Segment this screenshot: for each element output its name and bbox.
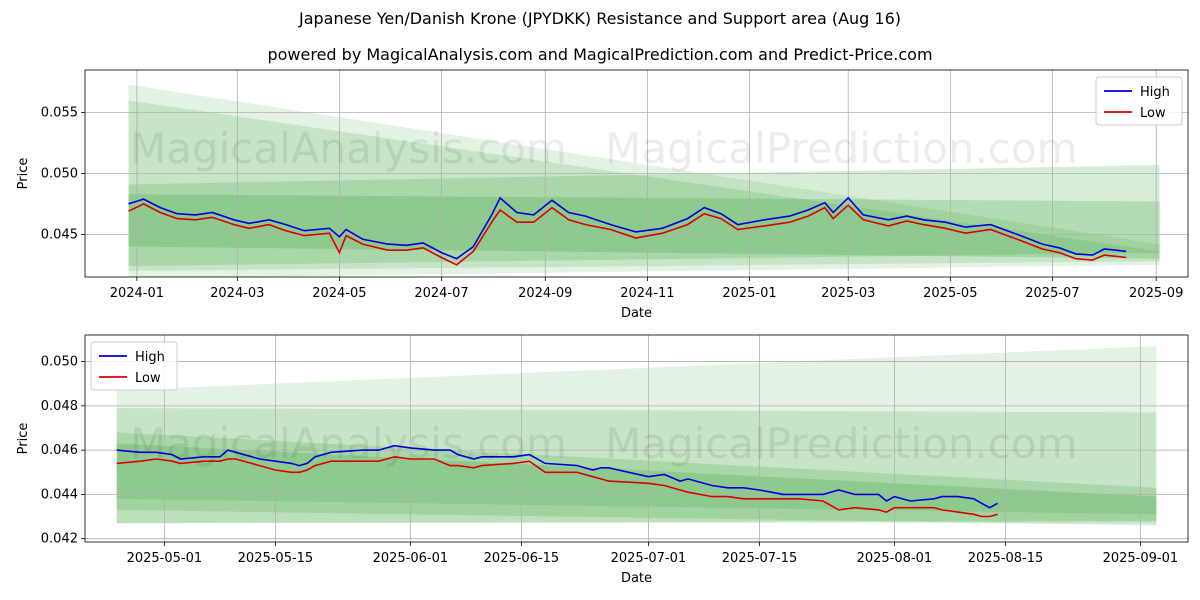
x-tick-label: 2025-07-01 xyxy=(611,551,687,566)
y-tick-label: 0.042 xyxy=(41,532,78,547)
series-line-high xyxy=(128,196,1127,260)
plot-panel-1: 2024-01 2024-03 2024-05 2024-07 2024-09 2024-… xyxy=(16,69,1189,321)
support-resistance-band xyxy=(128,84,1160,277)
support-resistance-band xyxy=(128,194,1160,259)
x-tick-label: 2025-06-01 xyxy=(373,551,449,566)
support-resistance-band xyxy=(116,408,1157,515)
x-tick-label: 2025-09-01 xyxy=(1103,551,1179,566)
x-tick-label: 2025-09 xyxy=(1129,286,1183,301)
x-tick-label: 2024-07 xyxy=(414,286,468,301)
x-tick-label: 2025-06-15 xyxy=(484,551,560,566)
x-tick-label: 2025-07-15 xyxy=(722,551,798,566)
legend-label-low: Low xyxy=(1140,106,1166,121)
chart-title: Japanese Yen/Danish Krone (JPYDKK) Resis… xyxy=(298,9,902,28)
x-tick-label: 2024-11 xyxy=(620,286,674,301)
plot-area xyxy=(85,335,1188,542)
support-resistance-band xyxy=(116,346,1157,524)
chart-subtitle: powered by MagicalAnalysis.com and Magic… xyxy=(267,45,933,64)
x-axis-label: Date xyxy=(621,306,652,321)
watermark-text: MagicalPrediction.com xyxy=(605,124,1078,173)
legend-label-low: Low xyxy=(135,371,161,386)
x-tick-label: 2025-03 xyxy=(821,286,875,301)
plot-frame xyxy=(84,334,1189,543)
y-tick-label: 0.050 xyxy=(41,167,78,182)
x-tick-label: 2025-07 xyxy=(1025,286,1079,301)
plot-frame xyxy=(84,69,1189,278)
watermark-text: MagicalPrediction.com xyxy=(605,419,1078,468)
x-tick-label: 2025-05 xyxy=(923,286,977,301)
x-tick-label: 2025-05-15 xyxy=(238,551,314,566)
series-line-low xyxy=(128,203,1127,266)
plot-area xyxy=(85,70,1188,277)
y-tick-label: 0.044 xyxy=(41,487,78,502)
legend-box xyxy=(1095,76,1183,126)
y-tick-label: 0.055 xyxy=(41,106,78,121)
y-axis-label: Price xyxy=(16,423,31,455)
x-tick-label: 2025-01 xyxy=(722,286,776,301)
legend-box xyxy=(90,341,178,391)
support-resistance-band xyxy=(116,432,1157,526)
x-tick-label: 2024-05 xyxy=(312,286,366,301)
x-tick-label: 2025-08-15 xyxy=(968,551,1044,566)
y-tick-label: 0.045 xyxy=(41,227,78,242)
watermark-text: MagicalAnalysis.com xyxy=(130,419,567,468)
legend-label-high: High xyxy=(1140,85,1170,100)
x-tick-label: 2025-08-01 xyxy=(857,551,933,566)
series-line-low xyxy=(116,455,998,518)
y-tick-label: 0.048 xyxy=(41,399,78,414)
y-axis-label: Price xyxy=(16,158,31,190)
x-tick-label: 2025-05-01 xyxy=(127,551,203,566)
support-resistance-band xyxy=(128,100,1160,271)
y-tick-label: 0.046 xyxy=(41,443,78,458)
x-tick-label: 2024-01 xyxy=(110,286,164,301)
y-tick-label: 0.050 xyxy=(41,355,78,370)
x-axis-label: Date xyxy=(621,571,652,586)
x-tick-label: 2024-09 xyxy=(518,286,572,301)
watermark-text: MagicalAnalysis.com xyxy=(130,124,567,173)
plot-panel-2: 2025-05-01 2025-05-15 2025-06-01 2025-06-15… xyxy=(16,334,1189,586)
series-line-high xyxy=(116,444,998,509)
x-tick-label: 2024-03 xyxy=(210,286,264,301)
legend-label-high: High xyxy=(135,350,165,365)
support-resistance-band xyxy=(128,164,1160,267)
